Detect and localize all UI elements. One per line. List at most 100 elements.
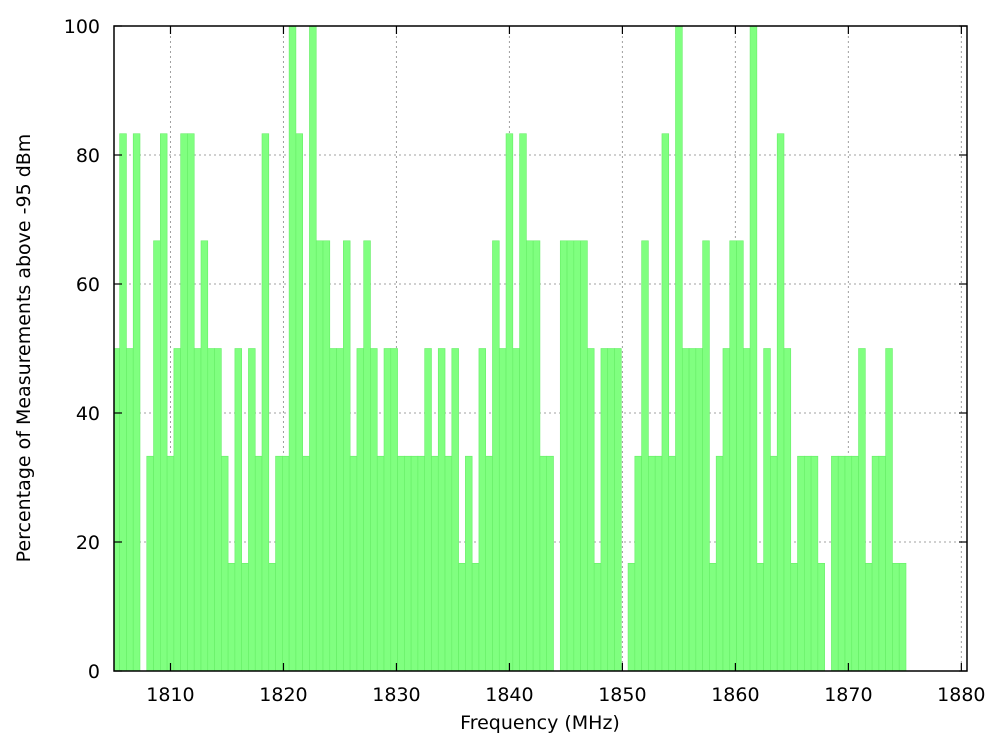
histogram-bar bbox=[729, 240, 737, 672]
histogram-bar bbox=[736, 240, 744, 672]
histogram-bar bbox=[492, 240, 500, 672]
axis-ticks: 1810 1820 1830 1840 1850 1860 1870 1880 0 20 40 60 8… bbox=[64, 16, 986, 706]
histogram-bar bbox=[153, 240, 161, 672]
histogram-bar bbox=[627, 562, 636, 672]
y-axis-label: Percentage of Measurements above -95 dBm bbox=[13, 134, 35, 563]
histogram-bar bbox=[404, 455, 412, 672]
y-tick-label: 100 bbox=[64, 16, 100, 38]
histogram-bar bbox=[478, 348, 487, 672]
histogram-bar bbox=[641, 240, 649, 672]
y-tick-label: 0 bbox=[88, 661, 100, 683]
histogram-bar bbox=[580, 240, 588, 672]
histogram-bar bbox=[749, 25, 758, 672]
histogram-bar bbox=[444, 455, 453, 672]
histogram-bar bbox=[573, 240, 581, 672]
histogram-bar bbox=[160, 133, 168, 672]
histogram-bar bbox=[187, 133, 195, 672]
histogram-bar bbox=[458, 562, 466, 672]
histogram-bar bbox=[471, 562, 480, 672]
histogram-bar bbox=[898, 562, 907, 672]
histogram-bar bbox=[559, 240, 568, 672]
histogram-bar bbox=[200, 240, 209, 672]
histogram-bar bbox=[288, 25, 297, 672]
histogram-bar bbox=[892, 562, 900, 672]
histogram-bar bbox=[593, 562, 602, 672]
histogram-bar bbox=[885, 348, 893, 672]
histogram-bar bbox=[742, 348, 751, 672]
histogram-bar bbox=[343, 240, 351, 672]
histogram-bar bbox=[763, 348, 771, 672]
histogram-bar bbox=[614, 348, 622, 672]
histogram-bar bbox=[336, 348, 344, 672]
histogram-bar bbox=[831, 455, 839, 672]
x-tick-label: 1860 bbox=[711, 684, 759, 706]
histogram-bar bbox=[634, 455, 642, 672]
histogram-bar bbox=[519, 133, 527, 672]
histogram-bar bbox=[546, 455, 554, 672]
histogram-bar bbox=[451, 348, 459, 672]
histogram-bar bbox=[180, 133, 188, 672]
plot-frame bbox=[113, 25, 968, 672]
histogram-bar bbox=[207, 348, 215, 672]
histogram-bar bbox=[234, 348, 242, 672]
histogram-bar bbox=[851, 455, 859, 672]
histogram-bar bbox=[309, 25, 317, 672]
histogram-bar bbox=[804, 455, 812, 672]
histogram-bar bbox=[295, 133, 303, 672]
x-tick-label: 1820 bbox=[259, 684, 307, 706]
histogram-bar bbox=[797, 455, 805, 672]
histogram-bar bbox=[282, 455, 290, 672]
histogram-bar bbox=[370, 348, 378, 672]
x-tick-label: 1810 bbox=[146, 684, 194, 706]
histogram-bar bbox=[214, 348, 222, 672]
x-tick-label: 1880 bbox=[937, 684, 985, 706]
histogram-bar bbox=[526, 240, 534, 672]
histogram-bar bbox=[248, 348, 256, 672]
histogram-bar bbox=[600, 348, 609, 672]
histogram-bar bbox=[532, 240, 541, 672]
histogram-bar bbox=[227, 562, 236, 672]
histogram-bar bbox=[254, 455, 263, 672]
histogram-bar bbox=[688, 348, 697, 672]
histogram-bar bbox=[817, 562, 825, 672]
histogram-bar bbox=[193, 348, 202, 672]
histogram-bar bbox=[268, 562, 276, 672]
histogram-bar bbox=[315, 240, 324, 672]
histogram-bar bbox=[437, 348, 446, 672]
histogram-bar bbox=[302, 455, 310, 672]
histogram-bar bbox=[790, 562, 798, 672]
histogram-bar bbox=[126, 348, 134, 672]
histogram-bar bbox=[166, 455, 175, 672]
histogram-bar bbox=[844, 455, 853, 672]
histogram-bar bbox=[119, 133, 127, 672]
histogram-bar bbox=[431, 455, 439, 672]
y-tick-label: 40 bbox=[76, 403, 100, 425]
histogram-bar bbox=[878, 455, 886, 672]
histogram-bar bbox=[322, 240, 331, 672]
histogram-bar bbox=[132, 133, 141, 672]
histogram-bar bbox=[349, 455, 358, 672]
histogram-bar bbox=[675, 25, 683, 672]
x-tick-label: 1870 bbox=[824, 684, 872, 706]
histogram-bar bbox=[383, 348, 392, 672]
histogram-bar bbox=[329, 348, 337, 672]
y-tick-label: 60 bbox=[76, 274, 100, 296]
histogram-bar bbox=[173, 348, 181, 672]
histogram-bar bbox=[607, 348, 615, 672]
histogram-bar bbox=[865, 562, 873, 672]
histogram-bar bbox=[810, 455, 819, 672]
histogram-bar bbox=[668, 455, 676, 672]
histogram-bar bbox=[498, 348, 507, 672]
histogram-bar bbox=[356, 348, 364, 672]
histogram-bar bbox=[722, 348, 731, 672]
histogram-bar bbox=[702, 240, 710, 672]
histogram-bar bbox=[261, 133, 270, 672]
histogram-bar bbox=[709, 562, 717, 672]
x-axis-label: Frequency (MHz) bbox=[460, 712, 620, 734]
histogram-bar bbox=[654, 455, 663, 672]
histogram-bar bbox=[566, 240, 575, 672]
histogram-bar bbox=[648, 455, 656, 672]
histogram-bar bbox=[241, 562, 249, 672]
histogram-bar bbox=[695, 348, 703, 672]
